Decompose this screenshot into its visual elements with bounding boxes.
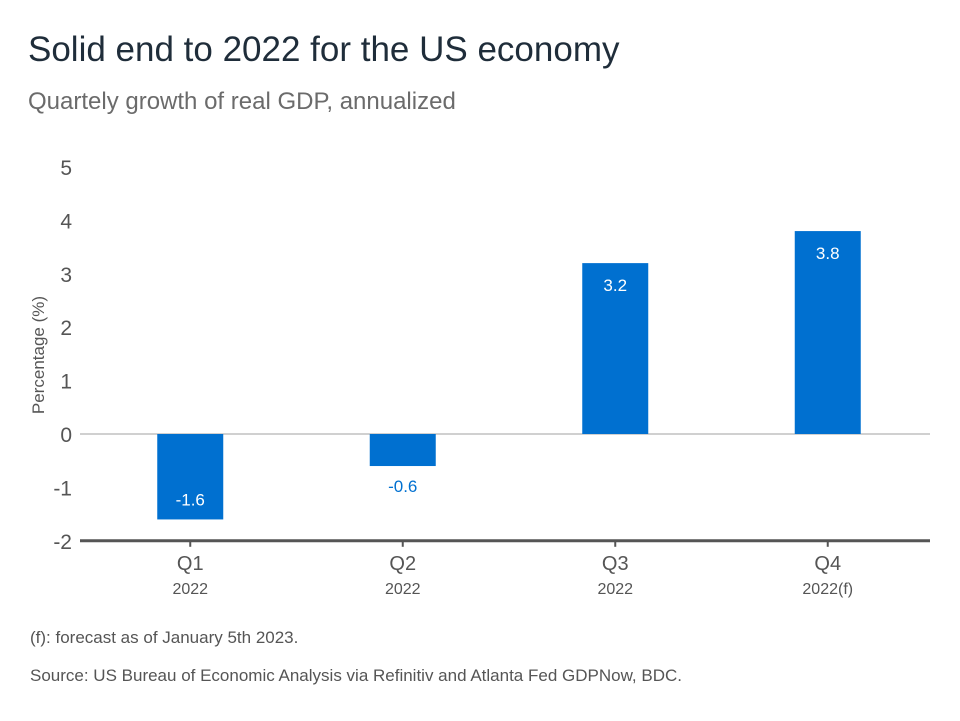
y-tick-label: 1 xyxy=(60,371,72,394)
x-tick-sublabel: 2022 xyxy=(385,581,421,598)
y-tick-label: 0 xyxy=(60,424,72,447)
y-tick-label: 3 xyxy=(60,264,72,287)
x-tick-label: Q3 xyxy=(602,553,629,575)
chart-subtitle: Quartely growth of real GDP, annualized xyxy=(28,88,456,115)
bar-q1 xyxy=(157,434,224,520)
bar-q3 xyxy=(582,263,649,434)
x-tick-sublabel: 2022 xyxy=(172,581,208,598)
x-tick-label: Q4 xyxy=(814,553,841,575)
bar-q4 xyxy=(794,231,861,434)
x-tick-sublabel: 2022 xyxy=(597,581,633,598)
x-tick-sublabel: 2022(f) xyxy=(802,581,853,598)
y-tick-label: -1 xyxy=(53,477,72,500)
footnote: (f): forecast as of January 5th 2023. xyxy=(30,628,299,647)
x-tick-label: Q2 xyxy=(389,553,416,575)
y-tick-label: 2 xyxy=(60,317,72,340)
y-tick-label: 5 xyxy=(60,157,72,180)
y-axis-label: Percentage (%) xyxy=(29,296,48,414)
data-label: 3.8 xyxy=(816,244,840,263)
chart-title: Solid end to 2022 for the US economy xyxy=(28,30,620,69)
y-tick-label: -2 xyxy=(53,531,72,554)
x-tick-label: Q1 xyxy=(177,553,204,575)
data-label: 3.2 xyxy=(603,276,627,295)
source-note: Source: US Bureau of Economic Analysis v… xyxy=(30,666,682,685)
bar-q2 xyxy=(369,434,436,467)
data-label: -1.6 xyxy=(176,490,205,509)
y-tick-label: 4 xyxy=(60,210,72,233)
data-label: -0.6 xyxy=(388,477,417,496)
